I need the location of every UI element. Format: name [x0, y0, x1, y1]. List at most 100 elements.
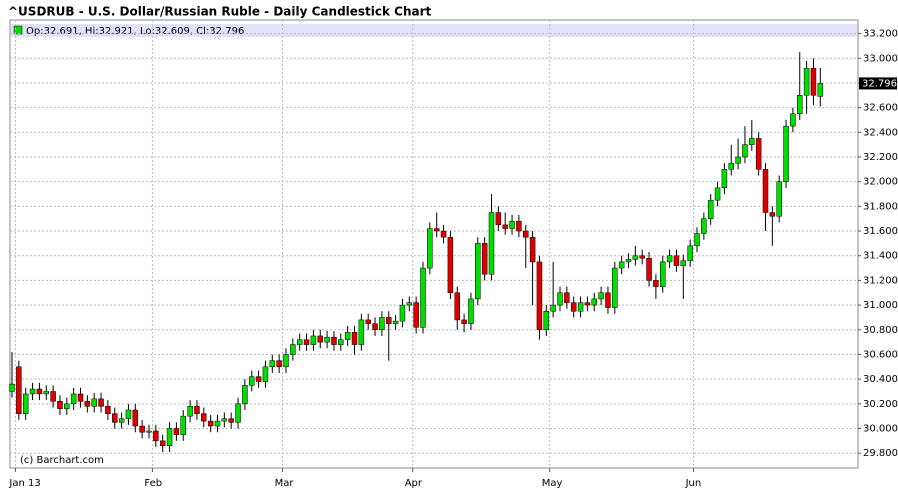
candle-body — [427, 228, 433, 269]
candles — [9, 52, 824, 452]
candle-body — [372, 323, 378, 331]
candle-body — [447, 236, 454, 293]
y-tick-label: 31.000 — [863, 300, 898, 311]
candle-body — [481, 243, 488, 275]
candle-body — [344, 331, 351, 340]
y-tick-label: 31.200 — [863, 275, 898, 286]
candle-body — [406, 302, 413, 306]
candle-body — [687, 245, 693, 261]
candle-body — [413, 302, 419, 328]
candle-body — [324, 336, 330, 343]
candle-body — [570, 302, 577, 312]
candle-body — [454, 292, 460, 321]
candle-body — [673, 255, 680, 266]
candle-body — [762, 169, 769, 213]
candle-body — [386, 317, 392, 324]
candle-body — [242, 385, 248, 405]
candle-body — [495, 212, 502, 226]
candle-body — [36, 388, 43, 395]
candle-body — [598, 292, 604, 300]
candle-body — [249, 376, 255, 386]
candle-body — [817, 83, 824, 97]
candle-body — [639, 255, 645, 259]
candle-body — [221, 418, 228, 422]
candle-body — [488, 212, 495, 275]
candle-body — [584, 302, 591, 306]
candle-body — [132, 409, 139, 427]
candle-body — [755, 138, 762, 170]
candle-body — [29, 388, 36, 395]
credit: (c) Barchart.com — [20, 455, 104, 466]
candle-body — [516, 220, 522, 232]
candle-body — [536, 261, 543, 331]
candle-body — [43, 391, 49, 395]
candle-body — [392, 320, 399, 324]
candle-body — [105, 406, 111, 414]
candle-body — [91, 398, 97, 407]
candle-body — [653, 280, 659, 287]
candle-body — [529, 236, 536, 263]
candle-body — [303, 339, 310, 345]
y-tick-label: 31.400 — [863, 251, 898, 262]
y-tick-label: 32.600 — [863, 103, 898, 114]
candle-body — [564, 292, 570, 303]
x-tick-label: Apr — [405, 478, 423, 489]
y-tick-label: 30.000 — [863, 424, 898, 435]
candle-body — [57, 401, 63, 410]
candle-body — [557, 292, 563, 306]
candle-body — [269, 360, 276, 368]
candle-body — [625, 259, 632, 263]
candle-body — [338, 339, 344, 345]
x-tick-label: Jun — [685, 478, 702, 489]
candle-body — [714, 187, 721, 201]
candle-body — [440, 230, 447, 238]
candle-body — [180, 415, 186, 435]
candle-body — [475, 243, 481, 300]
candle-body — [735, 156, 741, 164]
candle-body — [707, 199, 714, 219]
candle-body — [666, 255, 673, 263]
candle-body — [468, 298, 474, 324]
candle-body — [365, 319, 371, 324]
candle-body — [646, 257, 652, 281]
candle-body — [296, 339, 303, 345]
y-tick-label: 33.000 — [863, 53, 898, 64]
x-tick-label: Jan 13 — [8, 478, 40, 489]
y-tick-label: 32.200 — [863, 152, 898, 163]
candle-body — [618, 261, 625, 269]
y-tick-label: 31.600 — [863, 226, 898, 237]
candle-body — [605, 292, 611, 308]
y-tick-label: 33.200 — [863, 29, 898, 40]
candle-body — [331, 336, 337, 345]
last-price-label: 32.796 — [862, 78, 897, 89]
candle-body — [769, 212, 776, 217]
candle-body — [317, 335, 323, 343]
candle-body — [84, 401, 91, 407]
candle-body — [9, 383, 15, 392]
candle-body — [351, 331, 358, 345]
chart-title: ^USDRUB - U.S. Dollar/Russian Ruble - Da… — [8, 5, 432, 19]
candle-body — [694, 233, 700, 247]
candle-body — [810, 67, 817, 96]
candle-body — [262, 366, 269, 382]
candle-body — [523, 230, 529, 238]
candle-body — [235, 403, 241, 423]
candle-body — [742, 144, 748, 158]
candle-body — [749, 138, 755, 145]
candle-body — [550, 304, 556, 312]
candle-body — [797, 95, 803, 115]
candle-body — [255, 376, 262, 382]
candle-body — [776, 181, 782, 217]
labels: 29.800 30.000 30.200 30.400 30.600 30.800 31.0… — [8, 29, 898, 489]
y-tick-label: 30.800 — [863, 325, 898, 336]
last-price-box — [859, 77, 897, 90]
y-tick-label: 29.800 — [863, 448, 898, 459]
candle-body — [632, 255, 639, 260]
candle-body — [783, 125, 789, 182]
candle-body — [680, 260, 687, 266]
candle-body — [420, 267, 426, 328]
candle-body — [153, 430, 159, 442]
candle-body — [543, 311, 550, 331]
candle-body — [358, 319, 365, 345]
